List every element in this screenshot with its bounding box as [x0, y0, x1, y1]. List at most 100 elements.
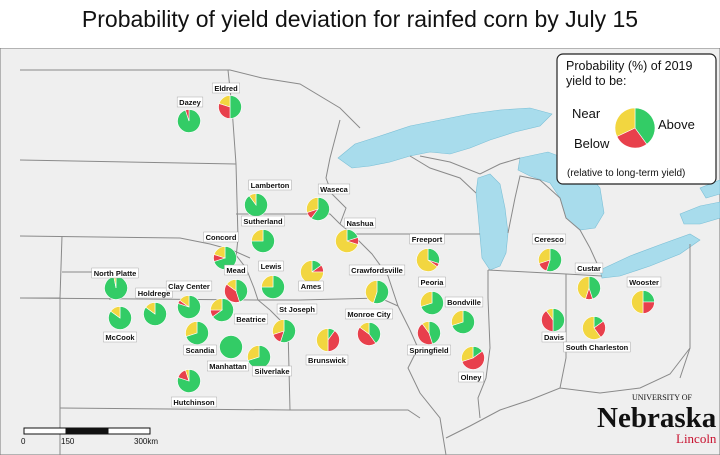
- wi-mi-border: [409, 155, 477, 194]
- site-wooster-pie-near-slice: [631, 290, 644, 314]
- site-mccook: McCook: [103, 306, 137, 343]
- scale-label-0: 0: [21, 437, 26, 446]
- site-lewis: Lewis: [258, 260, 285, 299]
- site-waseca-pie-near-slice: [306, 197, 319, 213]
- site-olney-pie-below-slice: [461, 350, 485, 370]
- site-label-monroe-city: Monroe City: [347, 310, 391, 319]
- site-label-box-mccook: [103, 331, 137, 343]
- legend-heading-line1: Probability (%) of 2019: [566, 59, 693, 73]
- site-davis: Davis: [541, 308, 567, 343]
- site-mead-pie-near-slice: [226, 279, 237, 292]
- site-label-bondville: Bondville: [447, 298, 481, 307]
- site-label-box-nashua: [344, 217, 376, 229]
- site-hutchinson: Hutchinson: [171, 369, 217, 408]
- site-label-box-monroe-city: [345, 308, 393, 320]
- legend-pie-near-slice: [614, 107, 636, 137]
- site-label-box-holdrege: [135, 287, 173, 299]
- site-label-box-bondville: [444, 296, 484, 308]
- site-bondville-pie-near-slice: [451, 310, 464, 326]
- legend-above-label: Above: [658, 117, 695, 132]
- site-label-box-manhattan: [207, 360, 249, 372]
- site-label-clay-center: Clay Center: [168, 282, 210, 291]
- legend-near-label: Near: [572, 106, 601, 121]
- site-label-box-springfield: [407, 344, 451, 356]
- site-label-manhattan: Manhattan: [209, 362, 247, 371]
- site-springfield-pie-below-slice: [417, 323, 433, 345]
- site-bondville: Bondville: [444, 296, 484, 334]
- site-silverlake-pie-near-slice: [247, 345, 260, 361]
- site-label-box-north-platte: [91, 267, 139, 279]
- site-label-peoria: Peoria: [421, 278, 445, 287]
- site-label-crawfordsville: Crawfordsville: [351, 266, 403, 275]
- site-holdrege-pie-near-slice: [145, 302, 156, 315]
- site-label-silverlake: Silverlake: [254, 367, 289, 376]
- site-label-box-st-joseph: [276, 303, 318, 315]
- site-brunswick: Brunswick: [305, 328, 349, 366]
- site-label-springfield: Springfield: [409, 346, 449, 355]
- site-mccook-pie-near-slice: [110, 306, 121, 319]
- site-lewis-pie-near-slice: [261, 275, 274, 288]
- legend-pie-above-slice: [634, 107, 656, 145]
- site-eldred: Eldred: [212, 82, 242, 119]
- site-sutherland-pie-near-slice: [251, 229, 264, 242]
- site-south-charleston-pie-near-slice: [582, 316, 602, 340]
- mi-in-oh-border: [487, 269, 603, 277]
- site-north-platte: North Platte: [91, 267, 139, 300]
- site-freeport: Freeport: [409, 233, 445, 272]
- site-custar-pie-above-slice: [588, 276, 601, 300]
- site-label-box-concord: [203, 231, 239, 243]
- site-label-box-ceresco: [531, 233, 567, 245]
- site-silverlake: Silverlake: [247, 345, 292, 377]
- site-scandia-pie-near-slice: [185, 321, 198, 337]
- lake-superior: [337, 107, 553, 169]
- site-label-box-wooster: [626, 276, 662, 288]
- site-label-box-lamberton: [248, 179, 292, 191]
- site-label-box-ames: [298, 280, 324, 292]
- in-oh-border: [559, 274, 567, 389]
- site-ceresco-pie-near-slice: [538, 248, 551, 264]
- scale-bar: 0 150 300km: [21, 427, 158, 446]
- site-peoria: Peoria: [418, 276, 446, 315]
- scale-label-300: 300km: [134, 437, 158, 446]
- scale-segment-3: [107, 427, 151, 435]
- site-label-box-freeport: [409, 233, 445, 245]
- site-label-hutchinson: Hutchinson: [173, 398, 215, 407]
- site-crawfordsville: Crawfordsville: [348, 264, 406, 304]
- site-label-st-joseph: St Joseph: [279, 305, 315, 314]
- site-label-box-hutchinson: [171, 396, 217, 408]
- site-davis-pie-near-slice: [545, 308, 554, 321]
- nd-sd-border: [19, 159, 237, 165]
- site-monroe-city-pie-above-slice: [368, 322, 381, 344]
- legend-pie-below-slice: [616, 127, 648, 149]
- site-st-joseph-pie-near-slice: [272, 319, 285, 335]
- site-label-box-lewis: [258, 260, 284, 272]
- site-label-beatrice: Beatrice: [236, 315, 266, 324]
- site-label-box-beatrice: [233, 313, 269, 325]
- scale-label-150: 150: [61, 437, 75, 446]
- sd-ne-border: [19, 235, 251, 259]
- map-title: Probability of yield deviation for rainf…: [81, 6, 639, 32]
- site-label-waseca: Waseca: [320, 185, 348, 194]
- site-brunswick-pie-near-slice: [316, 328, 329, 352]
- site-label-concord: Concord: [206, 233, 237, 242]
- site-ames-pie-near-slice: [300, 260, 324, 284]
- site-dazey: Dazey: [176, 96, 204, 133]
- site-label-scandia: Scandia: [186, 346, 216, 355]
- ohio-river: [445, 347, 691, 439]
- site-label-south-charleston: South Charleston: [566, 343, 629, 352]
- site-clay-center-pie-near-slice: [179, 295, 190, 308]
- legend-below-label: Below: [574, 136, 610, 151]
- site-lamberton-pie-near-slice: [248, 193, 257, 206]
- site-label-box-dazey: [176, 96, 204, 108]
- site-olney: Olney: [458, 346, 485, 383]
- lake-ontario: [679, 201, 720, 225]
- site-label-brunswick: Brunswick: [308, 356, 347, 365]
- site-mead: Mead: [224, 264, 248, 303]
- site-label-box-custar: [574, 262, 604, 274]
- site-concord-pie-near-slice: [213, 246, 226, 259]
- site-ames: Ames: [298, 260, 324, 292]
- site-label-sutherland: Sutherland: [243, 217, 283, 226]
- site-manhattan-pie-above-slice: [219, 335, 243, 359]
- lake-michigan: [475, 173, 509, 271]
- site-label-custar: Custar: [577, 264, 601, 273]
